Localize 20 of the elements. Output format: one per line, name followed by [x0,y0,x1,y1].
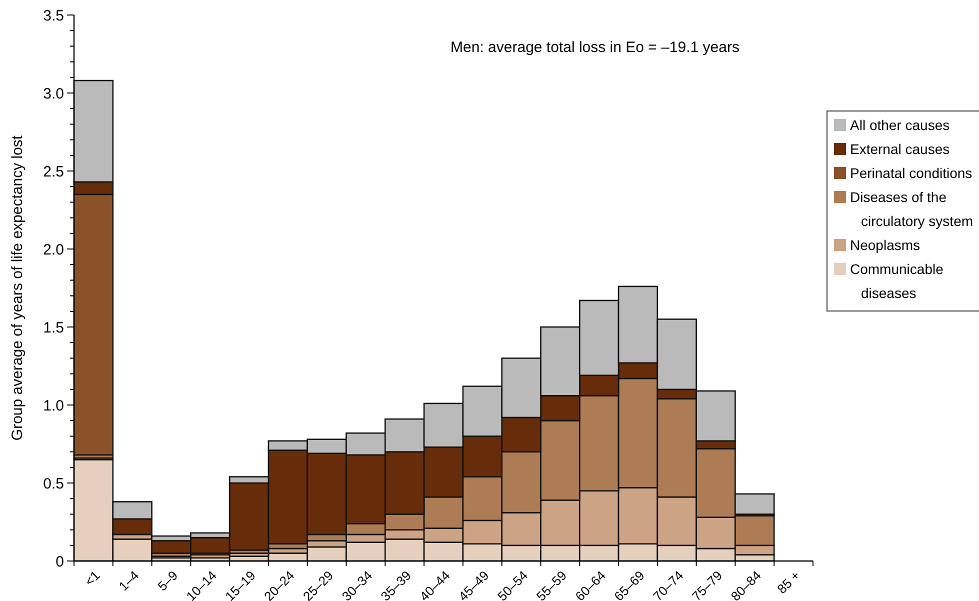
x-tick-label: 1–4 [116,568,142,594]
y-tick-label: 2.0 [43,241,64,258]
annotation: Men: average total loss in Eo = –19.1 years [450,39,740,56]
y-tick-label: 1.0 [43,397,64,414]
y-tick-label: 3.5 [43,7,64,24]
legend-label: All other causes [850,116,950,133]
y-tick-label: 2.5 [43,163,64,180]
y-axis-title: Group average of years of life expectancy lost [9,134,26,441]
legend-label: External causes [850,140,950,157]
y-tick-label: 1.5 [43,319,64,336]
x-tick-label: 5–9 [154,568,181,594]
y-tick-label: 0.5 [43,475,64,492]
y-tick-label: 3.0 [43,85,64,102]
legend-label: Communicable diseases [850,260,944,301]
x-tick-label: 85 + [774,568,803,596]
x-tick-label: <1 [82,568,103,589]
legend-label: Neoplasms [850,236,920,253]
legend-label: Diseases of the circulatory system [850,188,974,229]
y-tick-label: 0 [56,553,64,570]
legend-label: Perinatal conditions [850,164,972,181]
